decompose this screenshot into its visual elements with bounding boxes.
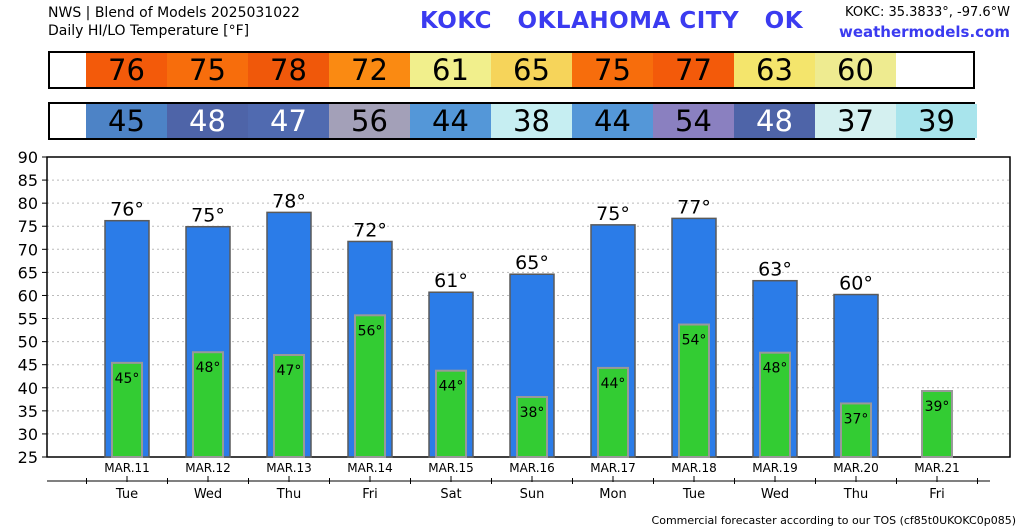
high-bar-label: 72°: [353, 219, 387, 241]
high-temp-cell: 60: [815, 53, 896, 87]
y-tick-label: 80: [18, 194, 38, 213]
high-bar-label: 75°: [596, 203, 630, 225]
low-bar-label: 45°: [115, 371, 140, 387]
low-bar: [192, 351, 224, 459]
low-bar: [759, 351, 791, 459]
x-date-label: MAR.21: [914, 461, 960, 475]
low-temp-cell: 38: [491, 104, 572, 138]
low-bar-label: 48°: [196, 360, 221, 376]
high-bar-label: 76°: [110, 199, 144, 221]
low-bar-label: 47°: [277, 363, 302, 379]
station-title: KOKC OKLAHOMA CITY OK: [420, 8, 804, 34]
x-day-label: Thu: [843, 487, 868, 502]
high-temp-cell: 63: [734, 53, 815, 87]
x-day-label: Wed: [194, 487, 222, 502]
low-bar-label: 44°: [439, 379, 464, 395]
high-temp-cell: 75: [572, 53, 653, 87]
low-bar: [273, 354, 305, 458]
x-date-label: MAR.11: [104, 461, 150, 475]
x-date-label: MAR.14: [347, 461, 393, 475]
low-bar: [921, 390, 953, 458]
low-bar: [516, 396, 548, 458]
high-temp-cell: 65: [491, 53, 572, 87]
x-day-label: Sat: [440, 487, 461, 502]
y-tick-label: 45: [18, 356, 38, 375]
low-temp-cell: 48: [167, 104, 248, 138]
x-date-label: MAR.16: [509, 461, 555, 475]
y-tick-label: 25: [18, 448, 38, 467]
header-info: NWS | Blend of Models 2025031022 Daily H…: [48, 4, 300, 40]
high-bar-label: 78°: [272, 190, 306, 212]
high-bar-label: 75°: [191, 205, 225, 227]
high-temp-cell: 78: [248, 53, 329, 87]
low-bar-label: 39°: [925, 399, 950, 415]
x-day-label: Fri: [362, 487, 378, 502]
low-bar: [678, 323, 710, 458]
low-bar-label: 44°: [601, 376, 626, 392]
x-day-label: Thu: [276, 487, 301, 502]
x-date-label: MAR.15: [428, 461, 474, 475]
footer-note: Commercial forecaster according to our T…: [651, 514, 1016, 527]
low-temp-cell: 45: [86, 104, 167, 138]
y-tick-label: 70: [18, 240, 38, 259]
high-bar-label: 63°: [758, 259, 792, 281]
high-temp-strip: 76 75 78 72 61 65 75 77 63 60: [48, 51, 975, 89]
product-title: Daily HI/LO Temperature [°F]: [48, 23, 250, 39]
x-date-label: MAR.17: [590, 461, 636, 475]
x-day-label: Fri: [929, 487, 945, 502]
high-temp-cell: 75: [167, 53, 248, 87]
x-day-label: Sun: [520, 487, 545, 502]
low-bar-label: 56°: [358, 323, 383, 339]
y-tick-label: 50: [18, 333, 38, 352]
x-day-label: Tue: [115, 487, 138, 502]
x-date-label: MAR.20: [833, 461, 879, 475]
high-bar-label: 61°: [434, 270, 468, 292]
low-temp-cell: 47: [248, 104, 329, 138]
high-temp-cell: 76: [86, 53, 167, 87]
y-tick-label: 65: [18, 263, 38, 282]
model-run-text: NWS | Blend of Models 2025031022: [48, 5, 300, 21]
low-bar: [435, 369, 467, 459]
high-temp-cell: 72: [329, 53, 410, 87]
y-tick-label: 85: [18, 171, 38, 190]
low-bar-label: 37°: [844, 411, 869, 427]
y-tick-label: 75: [18, 217, 38, 236]
x-day-label: Wed: [761, 487, 789, 502]
low-temp-cell: 44: [572, 104, 653, 138]
high-temp-cell: 77: [653, 53, 734, 87]
x-day-label: Mon: [599, 487, 626, 502]
site-link[interactable]: weathermodels.com: [838, 23, 1010, 41]
y-tick-label: 35: [18, 402, 38, 421]
low-temp-cell: 54: [653, 104, 734, 138]
y-tick-label: 40: [18, 379, 38, 398]
station-coords: KOKC: 35.3833°, -97.6°W: [845, 5, 1010, 20]
y-tick-label: 55: [18, 310, 38, 329]
y-tick-label: 90: [18, 148, 38, 167]
x-date-label: MAR.19: [752, 461, 798, 475]
low-temp-cell: 48: [734, 104, 815, 138]
low-temp-cell: 44: [410, 104, 491, 138]
low-temp-cell: 56: [329, 104, 410, 138]
high-bar-label: 60°: [839, 273, 873, 295]
low-temp-cell: 39: [896, 104, 977, 138]
high-bar-label: 65°: [515, 252, 549, 274]
x-date-label: MAR.18: [671, 461, 717, 475]
low-bar-label: 48°: [763, 361, 788, 377]
low-bar: [597, 366, 629, 458]
y-tick-label: 30: [18, 425, 38, 444]
high-temp-cell: 61: [410, 53, 491, 87]
x-date-label: MAR.12: [185, 461, 231, 475]
low-bar: [840, 402, 872, 459]
y-tick-label: 60: [18, 286, 38, 305]
low-temp-strip: 45 48 47 56 44 38 44 54 48 37 39: [48, 102, 977, 140]
low-bar: [111, 361, 143, 459]
low-temp-cell: 37: [815, 104, 896, 138]
x-day-label: Tue: [682, 487, 705, 502]
low-bar: [354, 314, 386, 458]
low-bar-label: 38°: [520, 405, 545, 421]
low-bar-label: 54°: [682, 333, 707, 349]
x-date-label: MAR.13: [266, 461, 312, 475]
high-bar-label: 77°: [677, 196, 711, 218]
